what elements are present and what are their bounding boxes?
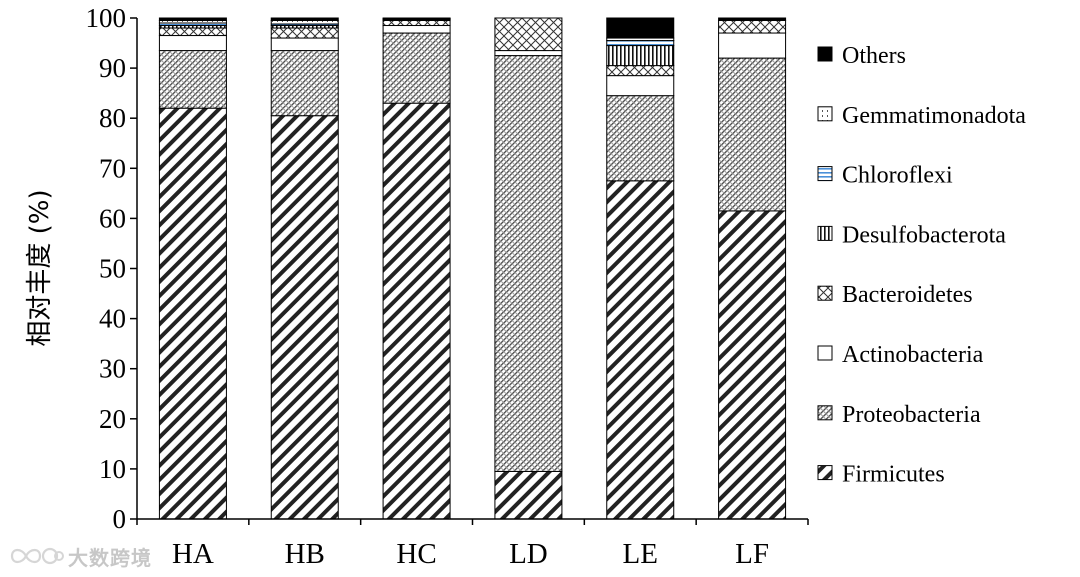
bar-segment-actinobacteria-le xyxy=(606,75,675,97)
bar-segment-actinobacteria-ld xyxy=(494,50,563,57)
y-tick-label: 10 xyxy=(99,454,126,484)
x-category-labels: HA HB HC LD LE LF xyxy=(172,538,769,570)
legend-item-desulfobacterota: Desulfobacterota xyxy=(817,222,1006,248)
infinity-chat-logo-icon xyxy=(10,547,64,565)
legend-swatch xyxy=(817,285,833,301)
bar-segment-bacteroidetes-hb xyxy=(270,27,339,39)
legend-item-proteobacteria: Proteobacteria xyxy=(817,402,981,428)
legend-item-gemmatimonadota: Gemmatimonadota xyxy=(817,103,1026,129)
y-tick-label: 30 xyxy=(99,354,126,384)
y-axis-label: 相对丰度 (%) xyxy=(25,189,55,346)
bar-segment-actinobacteria-hb xyxy=(270,37,339,52)
y-tick-label: 50 xyxy=(99,254,126,284)
bar-segment-chloroflexi-le xyxy=(606,40,675,47)
legend-item-actinobacteria: Actinobacteria xyxy=(817,342,984,368)
y-tick-labels: 0 10 20 30 40 50 60 70 80 90 100 xyxy=(86,3,127,534)
bar-segment-proteobacteria-hc xyxy=(382,32,451,104)
legend-item-bacteroidetes: Bacteroidetes xyxy=(817,282,973,308)
y-tick-label: 60 xyxy=(99,203,126,233)
x-category-label-hc: HC xyxy=(396,538,436,570)
bar-segment-actinobacteria-lf xyxy=(718,32,787,59)
y-tick-label: 90 xyxy=(99,53,126,83)
bar-segment-others-le xyxy=(606,17,675,39)
legend-item-firmicutes: Firmicutes xyxy=(817,462,945,488)
legend-swatch xyxy=(817,166,833,182)
bar-segment-bacteroidetes-lf xyxy=(718,20,787,34)
x-category-label-ld: LD xyxy=(509,538,548,570)
bar-segment-proteobacteria-ld xyxy=(494,55,563,472)
y-tick-label: 100 xyxy=(86,3,127,33)
legend-swatch xyxy=(817,106,833,122)
bar-segment-others-hb xyxy=(270,17,339,22)
legend-label: Gemmatimonadota xyxy=(842,103,1026,129)
legend: Others Gemmatimonadota Chloroflexi Desulfob… xyxy=(817,43,1026,488)
bar-segment-firmicutes-le xyxy=(606,180,675,520)
bar-segment-others-ha xyxy=(158,17,227,22)
bar-segment-bacteroidetes-le xyxy=(606,65,675,77)
bar-segment-firmicutes-lf xyxy=(718,210,787,520)
bar-segment-others-lf xyxy=(718,17,787,22)
bar-series-group xyxy=(158,17,787,520)
bar-segment-proteobacteria-lf xyxy=(718,57,787,212)
y-tick-label: 40 xyxy=(99,304,126,334)
y-tick-label: 70 xyxy=(99,153,126,183)
y-tick-label: 0 xyxy=(113,504,127,534)
bar-segment-firmicutes-hb xyxy=(270,115,339,520)
legend-swatch xyxy=(817,46,833,62)
bar-segment-actinobacteria-ha xyxy=(158,35,227,52)
legend-label: Actinobacteria xyxy=(842,342,984,368)
x-category-label-lf: LF xyxy=(735,538,769,570)
legend-swatch xyxy=(817,345,833,361)
bar-segment-bacteroidetes-ha xyxy=(158,27,227,37)
bar-segment-gemmatimonadota-hb xyxy=(270,20,339,25)
bar-segment-actinobacteria-hc xyxy=(382,25,451,34)
legend-item-chloroflexi: Chloroflexi xyxy=(817,163,953,189)
bar-segment-bacteroidetes-ld xyxy=(494,17,563,52)
bar-segment-firmicutes-ld xyxy=(494,470,563,520)
legend-label: Proteobacteria xyxy=(842,402,981,428)
legend-label: Bacteroidetes xyxy=(842,282,973,308)
legend-label: Desulfobacterota xyxy=(842,222,1006,248)
x-category-label-ha: HA xyxy=(172,538,214,570)
x-category-label-le: LE xyxy=(623,538,658,570)
legend-swatch xyxy=(817,465,833,481)
x-category-label-hb: HB xyxy=(285,538,325,570)
bar-segment-proteobacteria-ha xyxy=(158,50,227,109)
bar-segment-desulfobacterota-le xyxy=(606,45,675,67)
legend-swatch xyxy=(817,225,833,241)
legend-item-others: Others xyxy=(817,43,906,69)
bar-segment-firmicutes-ha xyxy=(158,107,227,520)
bar-segment-firmicutes-hc xyxy=(382,102,451,520)
axes xyxy=(130,17,809,525)
legend-label: Firmicutes xyxy=(842,462,945,488)
y-tick-label: 20 xyxy=(99,404,126,434)
watermark: 大数跨境 xyxy=(6,541,152,571)
bar-segment-bacteroidetes-hc xyxy=(382,20,451,27)
legend-label: Chloroflexi xyxy=(842,163,953,189)
bar-segment-proteobacteria-le xyxy=(606,95,675,182)
bar-segment-proteobacteria-hb xyxy=(270,50,339,117)
watermark-text: 大数跨境 xyxy=(68,545,152,570)
y-tick-label: 80 xyxy=(99,103,126,133)
bar-segment-others-hc xyxy=(382,17,451,20)
legend-label: Others xyxy=(842,43,906,69)
legend-swatch xyxy=(817,405,833,421)
